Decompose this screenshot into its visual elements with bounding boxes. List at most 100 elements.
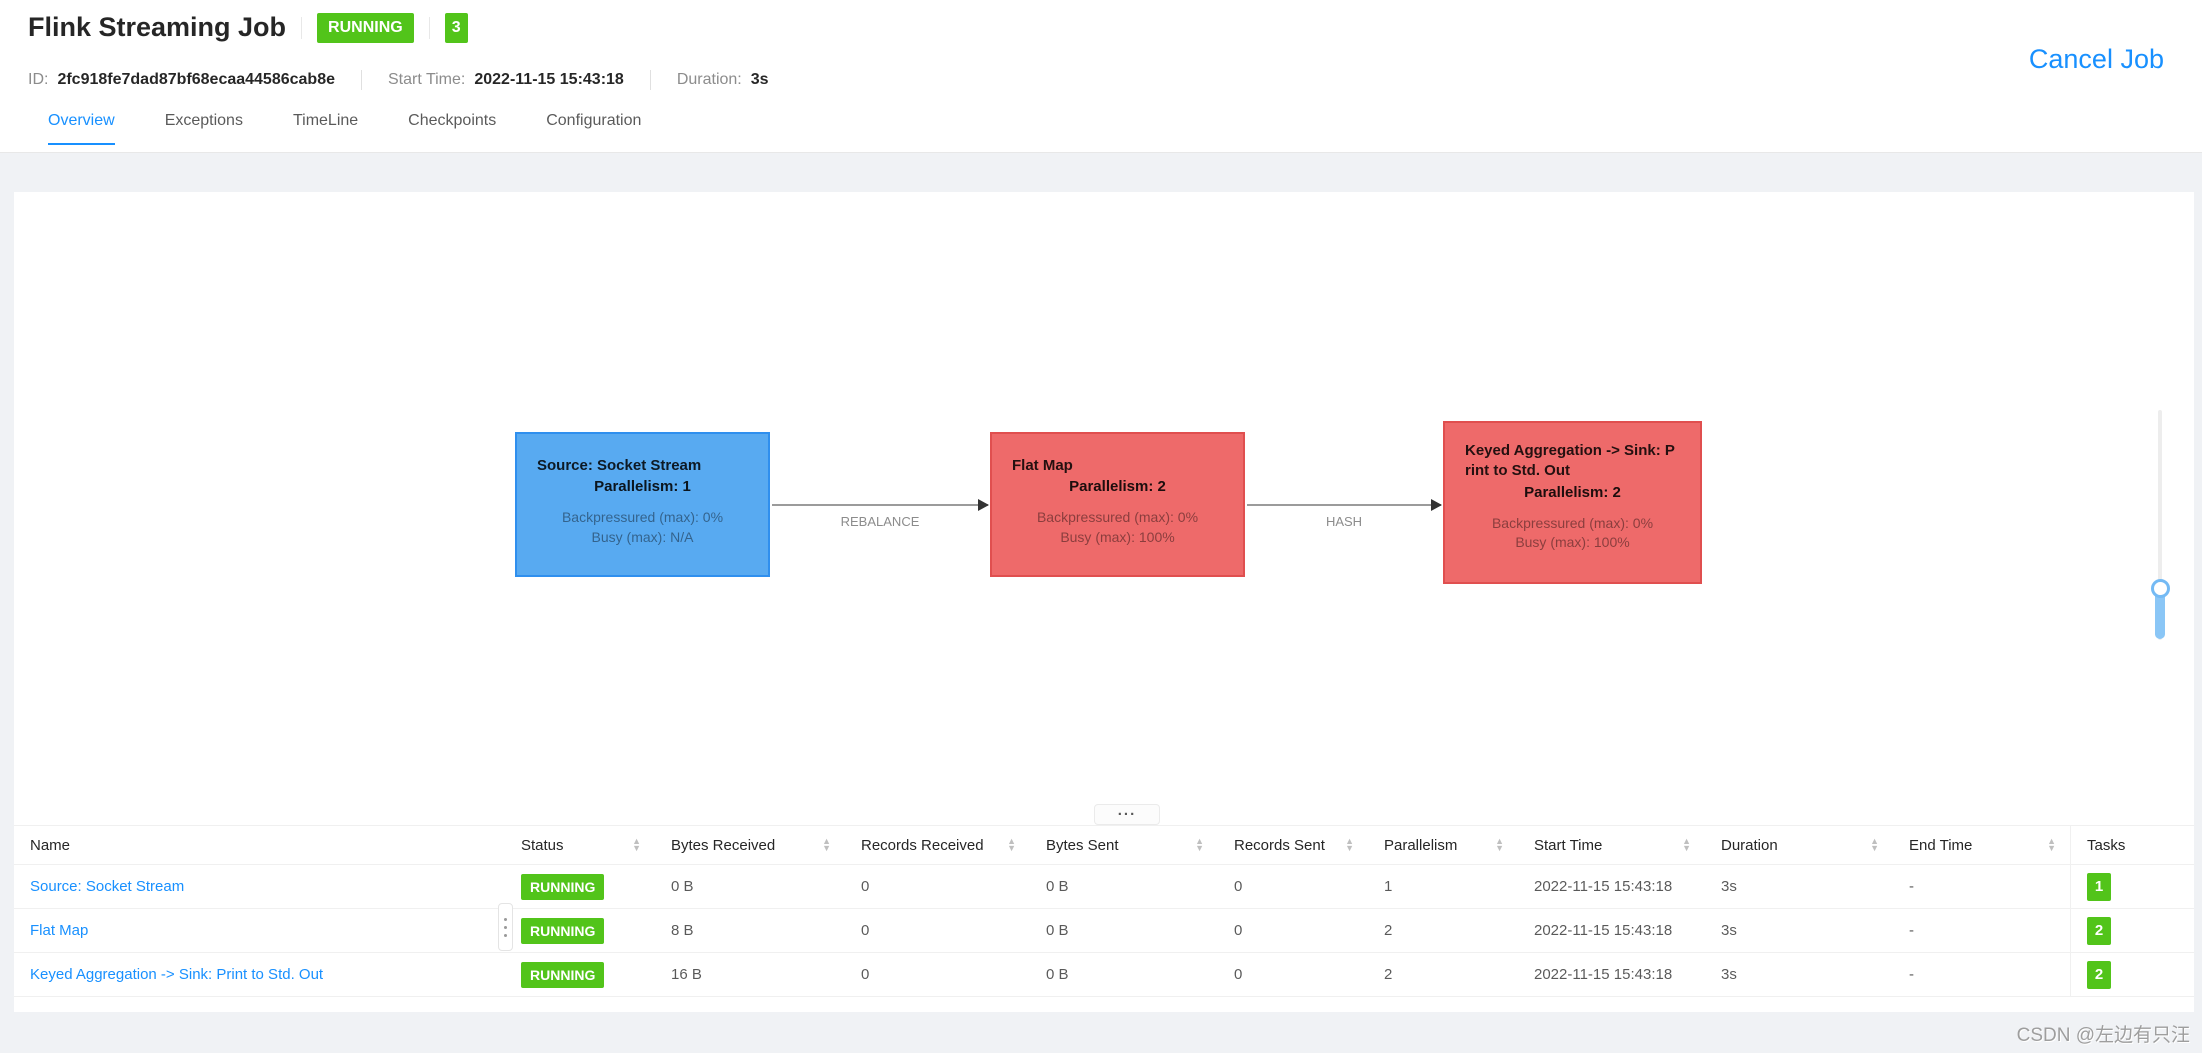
start-time-value: 2022-11-15 15:43:18 — [1534, 966, 1673, 983]
watermark: CSDN @左边有只汪 — [2016, 1025, 2190, 1046]
node-busy: Busy (max): 100% — [1515, 534, 1630, 551]
job-id-value: 2fc918fe7dad87bf68ecaa44586cab8e — [57, 71, 335, 88]
column-header-bytes-received[interactable]: Bytes Received ▲ ▼ — [671, 836, 831, 854]
column-header-duration[interactable]: Duration ▲ ▼ — [1721, 836, 1879, 854]
graph-node-flatmap[interactable]: Flat Map Parallelism: 2 Backpressured (m… — [990, 432, 1245, 577]
row-status-badge: RUNNING — [521, 873, 605, 900]
records-received-value: 0 — [861, 922, 870, 939]
records-received-value: 0 — [861, 878, 870, 895]
node-parallelism: Parallelism: 2 — [1069, 478, 1166, 496]
sort-icon[interactable]: ▲ ▼ — [1195, 836, 1204, 853]
panel-resize-button[interactable]: ... — [1094, 803, 1160, 825]
row-status-badge: RUNNING — [521, 961, 605, 988]
vertex-link[interactable]: Flat Map — [30, 922, 89, 939]
sort-icon[interactable]: ▲ ▼ — [822, 836, 831, 853]
title-row: Flink Streaming Job RUNNING 3 — [28, 12, 468, 43]
edge-arrow-rebalance — [772, 499, 989, 511]
column-header-bytes-sent[interactable]: Bytes Sent ▲ ▼ — [1046, 836, 1204, 854]
duration-value: 3s — [750, 71, 769, 88]
parallelism-value: 2 — [1384, 966, 1393, 983]
records-sent-value: 0 — [1234, 922, 1243, 939]
vertex-link[interactable]: Source: Socket Stream — [30, 878, 185, 895]
tasks-count-badge[interactable]: 2 — [2087, 960, 2111, 989]
vertex-link[interactable]: Keyed Aggregation -> Sink: Print to Std.… — [30, 966, 324, 983]
sort-icon[interactable]: ▲ ▼ — [2047, 836, 2056, 853]
graph-node-source[interactable]: Source: Socket Stream Parallelism: 1 Bac… — [515, 432, 770, 577]
content-card: Source: Socket Stream Parallelism: 1 Bac… — [14, 192, 2194, 1012]
bytes-received-value: 0 B — [671, 878, 694, 895]
node-metrics: Backpressured (max): 0% Busy (max): N/A — [517, 508, 768, 547]
divider — [649, 70, 651, 90]
bytes-received-value: 8 B — [671, 922, 694, 939]
end-time-value: - — [1909, 966, 1914, 983]
node-title: Flat Map — [1012, 457, 1073, 474]
sort-icon[interactable]: ▲ ▼ — [632, 836, 641, 853]
column-resize-handle[interactable] — [498, 903, 513, 951]
node-title: Source: Socket Stream — [537, 457, 702, 474]
divider — [361, 70, 362, 90]
node-backpressured: Backpressured (max): 0% — [561, 509, 724, 526]
sort-icon[interactable]: ▲ ▼ — [1345, 836, 1354, 853]
divider — [428, 16, 430, 39]
node-metrics: Backpressured (max): 0% Busy (max): 100% — [992, 508, 1243, 547]
edge-label-rebalance: REBALANCE — [840, 514, 920, 529]
tab-checkpoints[interactable]: Checkpoints — [408, 112, 497, 129]
cancel-job-button[interactable]: Cancel Job — [2028, 44, 2164, 74]
tab-overview[interactable]: Overview — [48, 112, 115, 145]
edge-arrow-hash — [1247, 499, 1442, 511]
job-graph: Source: Socket Stream Parallelism: 1 Bac… — [14, 192, 2194, 825]
node-busy: Busy (max): N/A — [591, 528, 694, 545]
column-header-records-sent[interactable]: Records Sent ▲ ▼ — [1234, 836, 1354, 854]
sort-icon[interactable]: ▲ ▼ — [1870, 836, 1879, 853]
node-title: Keyed Aggregation -> Sink: Print to Std.… — [1465, 442, 1675, 480]
node-metrics: Backpressured (max): 0% Busy (max): 100% — [1445, 514, 1700, 553]
bytes-sent-value: 0 B — [1046, 922, 1069, 939]
column-header-parallelism[interactable]: Parallelism ▲ ▼ — [1384, 836, 1504, 854]
tab-timeline[interactable]: TimeLine — [292, 112, 359, 129]
graph-zoom-slider-handle[interactable] — [2151, 579, 2170, 598]
task-count-badge: 3 — [444, 12, 468, 43]
column-header-name: Name — [30, 836, 71, 854]
column-header-tasks: Tasks — [2070, 826, 2194, 864]
node-backpressured: Backpressured (max): 0% — [1491, 514, 1654, 531]
column-header-start-time[interactable]: Start Time ▲ ▼ — [1534, 836, 1691, 854]
bytes-received-value: 16 B — [671, 966, 702, 983]
job-header: Flink Streaming Job RUNNING 3 ID: 2fc918… — [0, 0, 2202, 153]
tab-configuration[interactable]: Configuration — [546, 112, 642, 129]
start-time-value: 2022-11-15 15:43:18 — [474, 71, 624, 88]
bytes-sent-value: 0 B — [1046, 966, 1069, 983]
vertex-table: Name Status ▲ ▼ Bytes Received ▲ ▼ Records… — [14, 825, 2194, 997]
graph-zoom-slider-track[interactable] — [2158, 410, 2162, 640]
graph-node-keyed-aggregation-sink[interactable]: Keyed Aggregation -> Sink: Print to Std.… — [1443, 421, 1702, 584]
start-time-label: Start Time: — [388, 71, 466, 88]
tasks-count-badge[interactable]: 1 — [2087, 872, 2111, 901]
sort-icon[interactable]: ▲ ▼ — [1495, 836, 1504, 853]
table-row: Source: Socket Stream RUNNING 0 B 0 0 B … — [14, 865, 2194, 909]
parallelism-value: 1 — [1384, 878, 1393, 895]
status-badge: RUNNING — [317, 12, 414, 43]
edge-label-hash: HASH — [1325, 514, 1363, 529]
row-status-badge: RUNNING — [521, 917, 605, 944]
records-sent-value: 0 — [1234, 878, 1243, 895]
duration-value: 3s — [1721, 966, 1737, 983]
sort-icon[interactable]: ▲ ▼ — [1682, 836, 1691, 853]
table-row: Flat Map RUNNING 8 B 0 0 B 0 2 2022-11-1… — [14, 909, 2194, 953]
tab-exceptions[interactable]: Exceptions — [164, 112, 243, 129]
column-header-status[interactable]: Status ▲ ▼ — [521, 836, 641, 854]
node-parallelism: Parallelism: 2 — [1524, 483, 1621, 501]
duration-label: Duration: — [676, 71, 742, 88]
records-sent-value: 0 — [1234, 966, 1243, 983]
sort-icon[interactable]: ▲ ▼ — [1007, 836, 1016, 853]
column-header-records-received[interactable]: Records Received ▲ ▼ — [861, 836, 1016, 854]
graph-zoom-slider-fill — [2155, 591, 2165, 639]
node-parallelism: Parallelism: 1 — [594, 478, 691, 496]
bytes-sent-value: 0 B — [1046, 878, 1069, 895]
node-busy: Busy (max): 100% — [1060, 528, 1175, 545]
column-header-end-time[interactable]: End Time ▲ ▼ — [1909, 836, 2056, 854]
start-time-value: 2022-11-15 15:43:18 — [1534, 878, 1673, 895]
end-time-value: - — [1909, 878, 1914, 895]
duration-value: 3s — [1721, 922, 1737, 939]
tasks-count-badge[interactable]: 2 — [2087, 916, 2111, 945]
duration-value: 3s — [1721, 878, 1737, 895]
table-row: Keyed Aggregation -> Sink: Print to Std.… — [14, 953, 2194, 997]
